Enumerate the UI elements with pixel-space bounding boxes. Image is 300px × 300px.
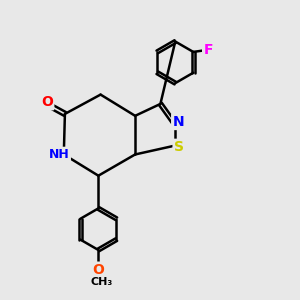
Text: O: O: [41, 95, 53, 109]
Text: CH₃: CH₃: [90, 277, 112, 287]
Text: S: S: [174, 140, 184, 154]
Text: O: O: [92, 263, 104, 277]
Text: NH: NH: [49, 148, 70, 161]
Text: N: N: [172, 115, 184, 129]
Text: F: F: [203, 44, 213, 57]
